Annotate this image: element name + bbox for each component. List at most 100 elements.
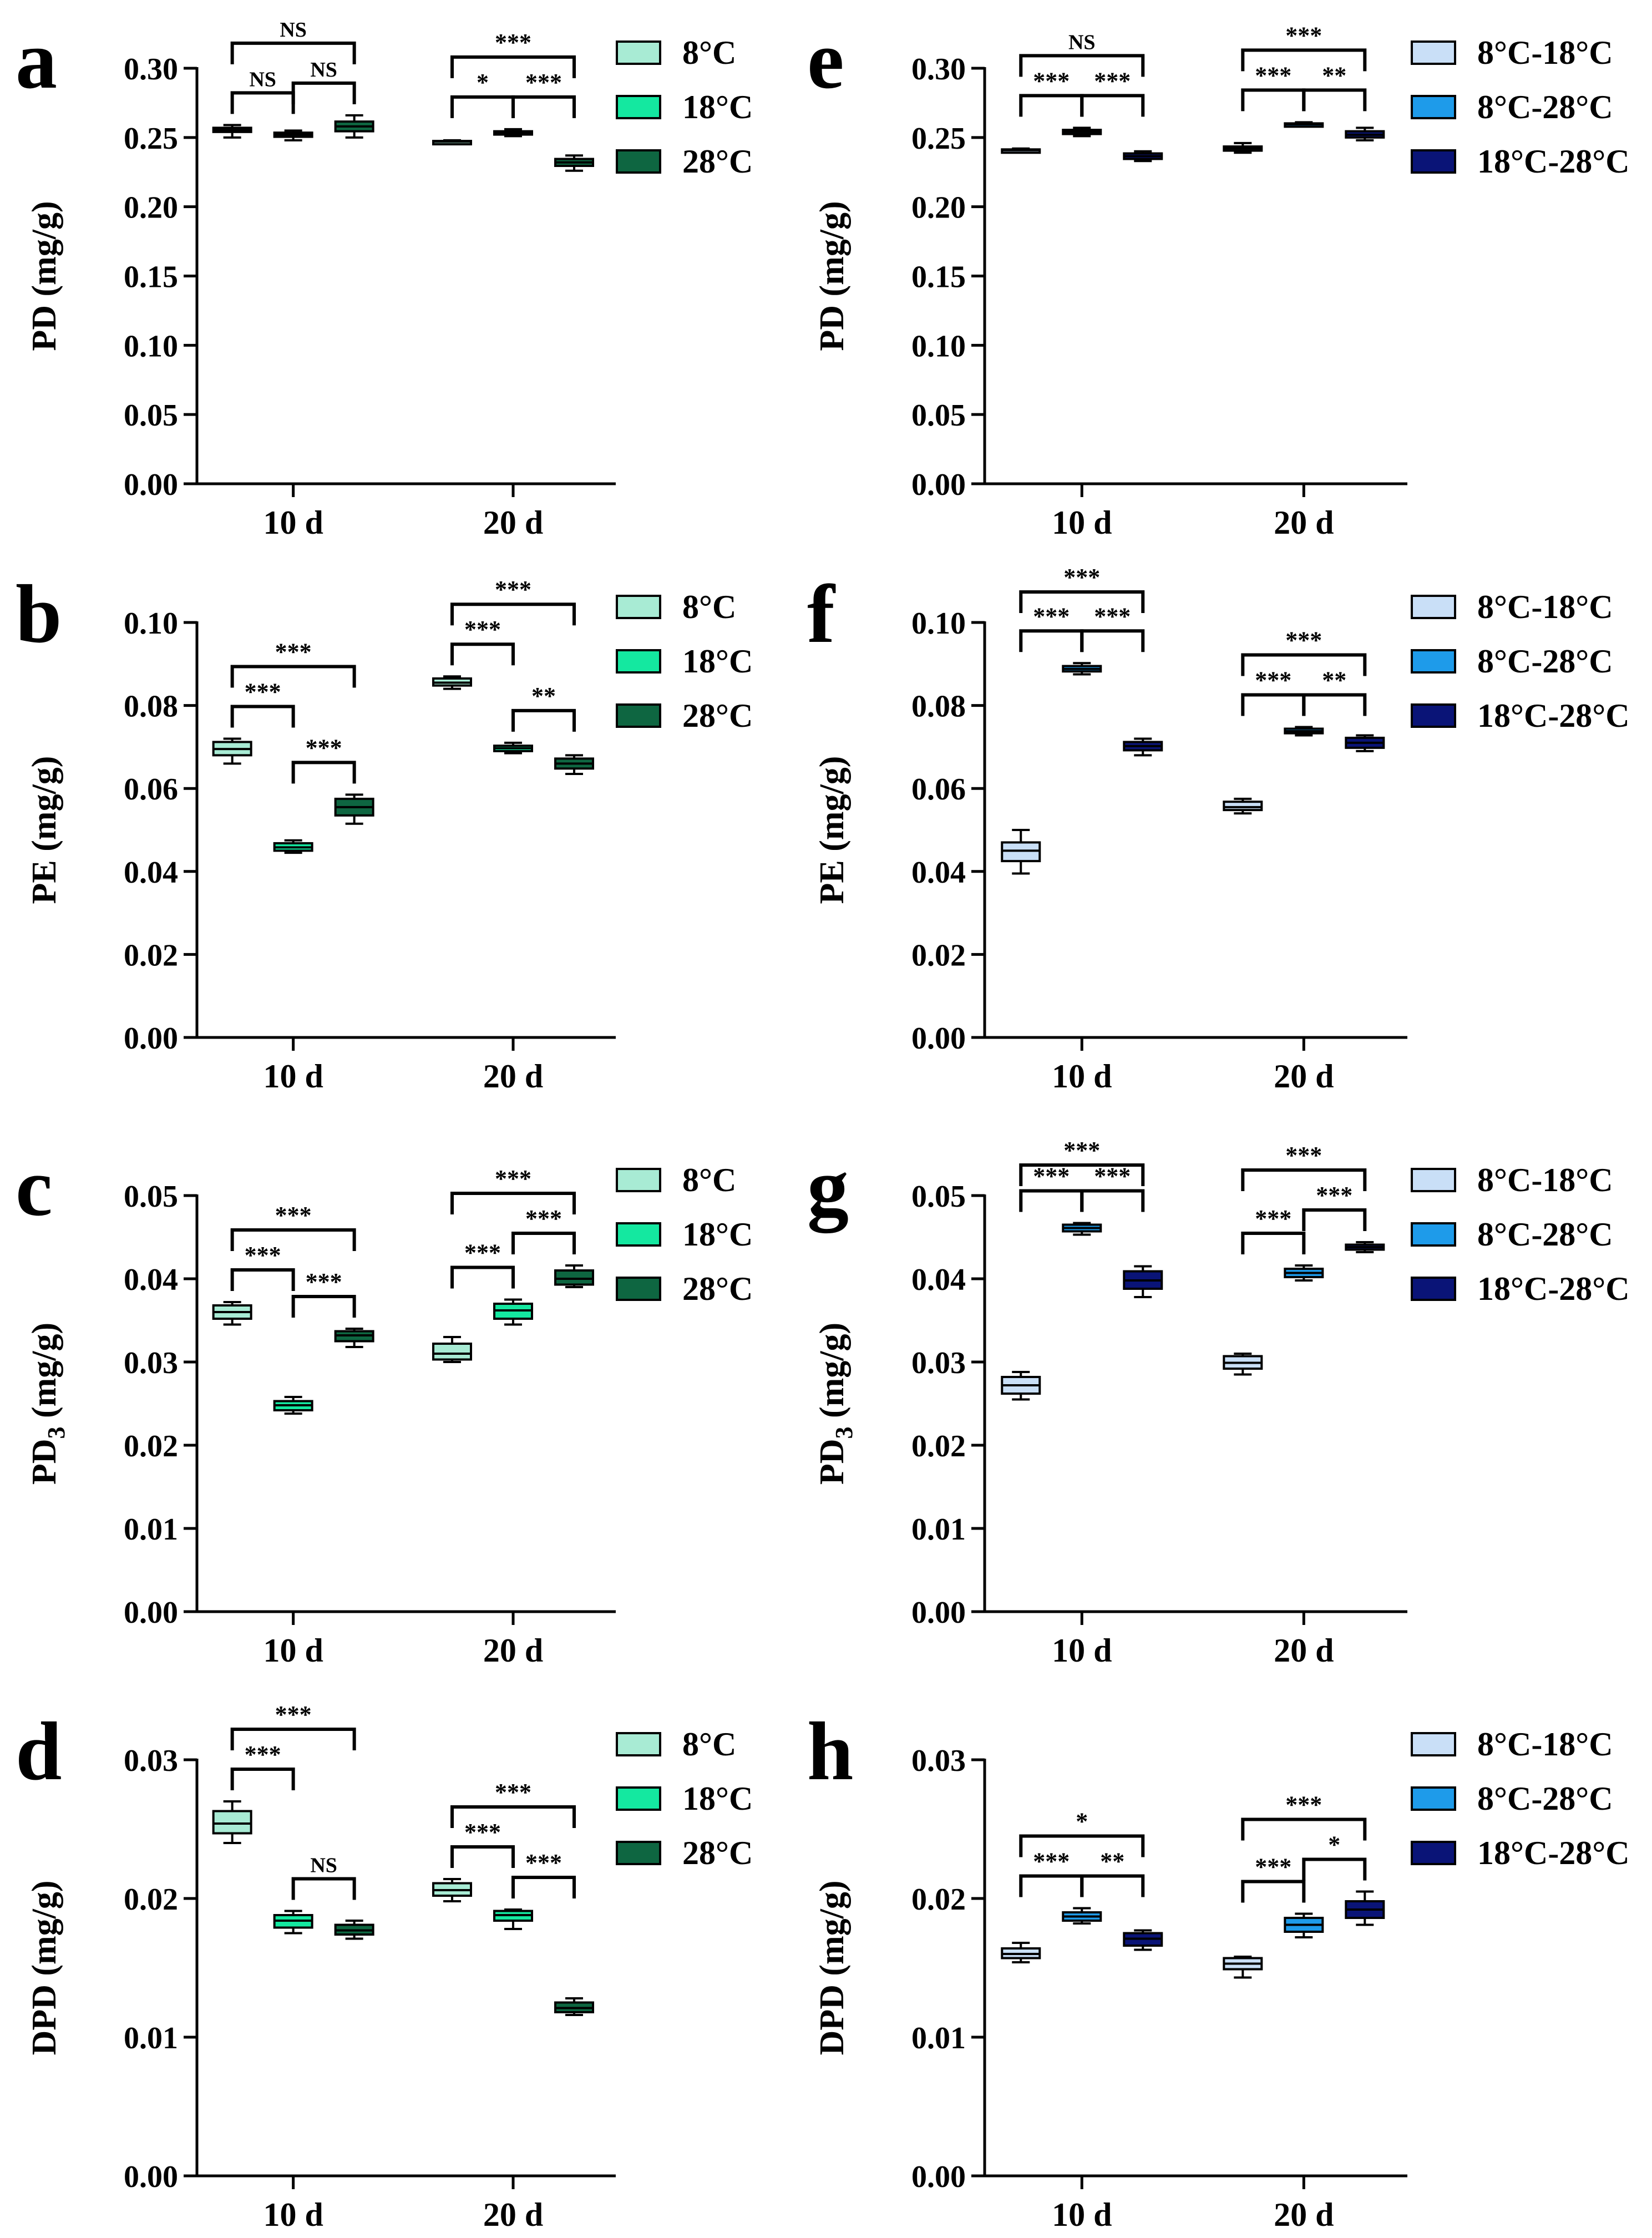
- significance-bracket: [230, 1728, 356, 1750]
- legend-swatch: [616, 1786, 661, 1811]
- box-g-s1-c0: [1062, 1222, 1102, 1236]
- significance-bracket: [230, 665, 356, 688]
- box-b-s0-c0: [212, 737, 252, 765]
- significance-bracket: [291, 1877, 356, 1900]
- significance-bracket: [1241, 1817, 1367, 1841]
- box-f-s0-c1: [1223, 797, 1263, 815]
- legend-entry-0: 8°C-18°C: [1411, 34, 1613, 71]
- y-tick-label: 0.05: [124, 1179, 178, 1214]
- y-tick-label: 0.00: [124, 2160, 178, 2194]
- legend-swatch: [1411, 1732, 1456, 1756]
- significance-bracket: [230, 1768, 295, 1790]
- significance-label: ***: [464, 1239, 501, 1267]
- significance-bracket: [511, 95, 576, 118]
- y-tick-label: 0.15: [911, 260, 966, 295]
- legend-label: 18°C-28°C: [1477, 1835, 1630, 1871]
- box-h-s1-c0: [1062, 1907, 1102, 1925]
- legend-swatch: [616, 95, 661, 119]
- x-tick-label: 20 d: [483, 1058, 543, 1095]
- significance-label: ***: [1094, 602, 1131, 630]
- significance-bracket: [1302, 693, 1367, 716]
- legend-entry-0: 8°C-18°C: [1411, 589, 1613, 625]
- y-tick-label: 0.20: [911, 191, 966, 225]
- legend-entry-1: 8°C-28°C: [1411, 643, 1613, 680]
- significance-bracket: [1241, 88, 1306, 112]
- legend-swatch: [616, 1168, 661, 1192]
- significance-bracket: [230, 1268, 295, 1291]
- legend-entry-2: 18°C-28°C: [1411, 1270, 1630, 1307]
- x-tick-label: 20 d: [483, 1632, 543, 1669]
- legend-label: 18°C: [682, 89, 753, 125]
- y-tick-label: 0.00: [911, 468, 966, 502]
- legend-entry-1: 8°C-28°C: [1411, 1780, 1613, 1817]
- panel-label-g: g: [807, 1141, 849, 1233]
- y-axis-label-unit: (mg/g): [26, 1323, 63, 1427]
- significance-label: ***: [525, 1205, 562, 1232]
- panel-label-e: e: [807, 14, 844, 106]
- significance-label: ***: [1033, 1848, 1070, 1875]
- panel-label-b: b: [16, 568, 62, 660]
- significance-label: ***: [275, 1701, 312, 1728]
- y-tick-label: 0.05: [124, 398, 178, 433]
- legend-entry-0: 8°C: [616, 1162, 736, 1198]
- y-tick-label: 0.00: [911, 2160, 966, 2194]
- y-axis-label-subscript: 3: [830, 1427, 858, 1439]
- box-e-s1-c0: [1062, 126, 1102, 138]
- legend-swatch: [616, 1222, 661, 1247]
- significance-label: ***: [1255, 62, 1291, 89]
- significance-bracket: [230, 1228, 356, 1251]
- panel-label-h: h: [807, 1705, 853, 1798]
- legend-swatch: [616, 1841, 661, 1865]
- legend-entry-0: 8°C: [616, 1726, 736, 1763]
- significance-label: ***: [275, 1202, 312, 1229]
- legend-label: 28°C: [682, 697, 753, 734]
- significance-label: ***: [1285, 1791, 1322, 1819]
- y-tick-label: 0.01: [124, 1512, 178, 1547]
- box-b-s1-c1: [493, 741, 534, 755]
- legend-entry-0: 8°C: [616, 34, 736, 71]
- legend-label: 8°C-28°C: [1477, 89, 1613, 125]
- significance-label: NS: [249, 68, 276, 91]
- significance-bracket: [450, 1192, 576, 1214]
- significance-bracket: [511, 1232, 576, 1254]
- significance-bracket: [291, 81, 356, 104]
- y-axis-label-c: PD3 (mg/g): [26, 1323, 70, 1485]
- legend-swatch: [616, 649, 661, 674]
- significance-bracket: [1241, 1232, 1306, 1254]
- y-tick-label: 0.03: [911, 1346, 966, 1380]
- significance-label: ***: [1063, 1137, 1100, 1164]
- box-iqr: [432, 1343, 473, 1361]
- legend-entry-1: 18°C: [616, 89, 753, 125]
- x-tick-label: 10 d: [1052, 2196, 1112, 2233]
- significance-bracket: [1019, 590, 1145, 613]
- significance-bracket: [1080, 629, 1145, 652]
- legend-entry-2: 28°C: [616, 143, 753, 180]
- legend-label: 18°C: [682, 1780, 753, 1817]
- chart-panel-f: f PE (mg/g) 0.00 0.02 0.04 0.06 0.08 0.10 10 d 20…: [807, 564, 1630, 1095]
- significance-bracket: [1080, 1874, 1145, 1897]
- box-e-s2-c0: [1123, 150, 1163, 163]
- y-axis-label-h: DPD (mg/g): [813, 1880, 851, 2055]
- legend-swatch: [1411, 1222, 1456, 1247]
- legend-label: 8°C-18°C: [1477, 1726, 1613, 1763]
- box-e-s0-c0: [1001, 147, 1041, 154]
- y-axis-label-d: DPD (mg/g): [26, 1880, 63, 2055]
- significance-bracket: [1019, 54, 1145, 77]
- significance-label: ***: [1285, 22, 1322, 49]
- legend-entry-2: 28°C: [616, 1270, 753, 1307]
- significance-label: **: [531, 682, 556, 710]
- box-h-s1-c1: [1284, 1912, 1324, 1938]
- y-tick-label: 0.10: [911, 606, 966, 641]
- significance-label: *: [1328, 1831, 1340, 1859]
- significance-label: NS: [310, 58, 337, 82]
- significance-bracket: [1019, 1874, 1084, 1897]
- legend-entry-0: 8°C: [616, 589, 736, 625]
- y-tick-label: 0.00: [124, 1596, 178, 1630]
- y-tick-label: 0.04: [124, 855, 178, 890]
- y-tick-label: 0.00: [124, 1021, 178, 1056]
- significance-label: ***: [1285, 626, 1322, 654]
- box-h-s2-c0: [1123, 1929, 1163, 1951]
- legend-entry-1: 8°C-28°C: [1411, 89, 1613, 125]
- x-tick-label: 10 d: [1052, 1632, 1112, 1669]
